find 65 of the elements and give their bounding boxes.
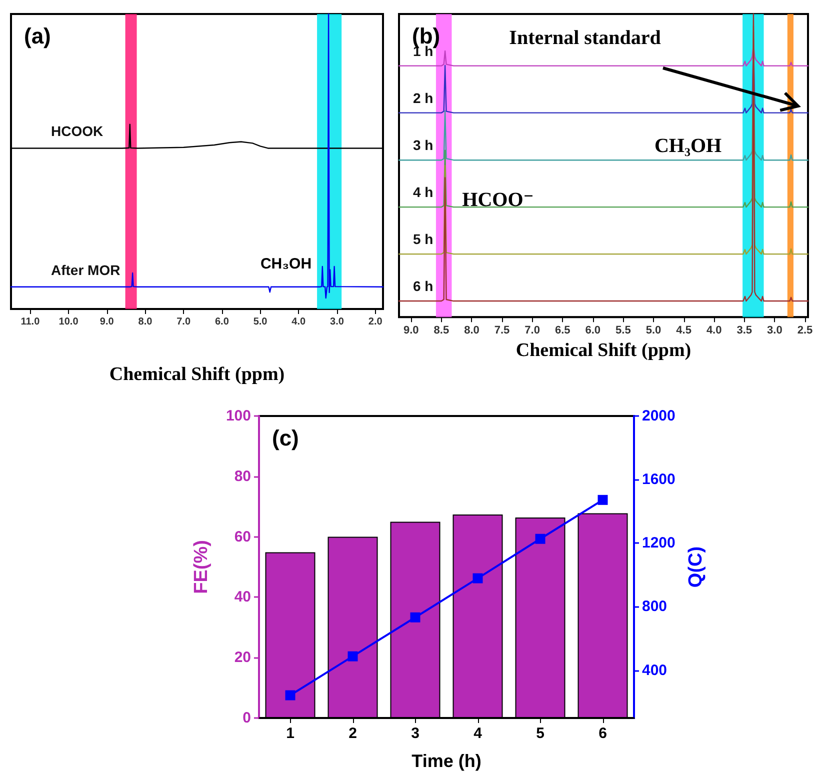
x-tick-label: 3.5 [736, 324, 752, 337]
x-tick-label: 8.5 [434, 324, 450, 337]
x-tick-label: 6.5 [554, 324, 570, 337]
point [348, 651, 358, 662]
series-label: 5 h [413, 231, 434, 248]
x-tick-label: 5 [536, 725, 544, 742]
annotation: CH₃OH [260, 256, 312, 272]
x-tick-label: 3.0 [330, 316, 344, 328]
x-tick-label: 6.0 [214, 316, 230, 328]
annotation: CH₃OH [654, 135, 722, 157]
point [472, 573, 483, 584]
chart-title: (c) [272, 426, 299, 450]
y-tick-label: 40 [234, 588, 251, 606]
x-tick-label: 8.0 [138, 316, 153, 328]
x-axis-title: Chemical Shift (ppm) [109, 364, 285, 385]
x-tick-label: 4 [474, 725, 483, 742]
x-tick-label: 5.5 [616, 324, 631, 337]
annotation: Internal standard [509, 27, 661, 49]
y-tick-label: 0 [242, 710, 251, 726]
y-axis-title: FE(%) [191, 540, 212, 594]
x-tick-label: 9.0 [403, 324, 419, 337]
x-tick-label: 5.0 [646, 324, 662, 337]
x-tick-label: 7.0 [524, 324, 540, 337]
y2-tick-label: 2000 [642, 408, 676, 424]
series-label: 6 h [413, 278, 434, 294]
y2-tick-label: 400 [642, 662, 668, 679]
y-tick-label: 20 [234, 649, 251, 666]
point [285, 690, 296, 700]
x-tick-label: 9.0 [100, 316, 114, 328]
series-label: After MOR [51, 262, 120, 278]
x-tick-label: 4.0 [706, 324, 722, 337]
y-tick-label: 100 [226, 408, 251, 424]
x-tick-label: 8.0 [464, 324, 480, 337]
series-label: 2 h [413, 90, 434, 106]
x-tick-label: 6 [598, 725, 607, 742]
y-tick-label: 60 [234, 528, 251, 546]
series-label: 3 h [413, 137, 434, 154]
x-tick-label: 2.0 [368, 316, 383, 328]
x-tick-label: 7.5 [494, 324, 510, 337]
x-tick-label: 10.0 [58, 316, 79, 328]
x-tick-label: 5.0 [253, 316, 268, 328]
y2-axis-title: Q(C) [685, 546, 706, 588]
x-tick-label: 4.0 [292, 316, 306, 328]
annotation: HCOO⁻ [462, 189, 534, 211]
y2-tick-label: 800 [642, 598, 668, 616]
x-tick-label: 6.0 [585, 324, 601, 337]
point [410, 612, 420, 622]
x-axis-title: Chemical Shift (ppm) [516, 340, 692, 361]
y-tick-label: 80 [234, 468, 251, 485]
x-tick-label: 1 [286, 725, 294, 742]
x-tick-label: 3 [411, 725, 420, 742]
x-tick-label: 7.0 [176, 316, 191, 328]
x-tick-label: 4.5 [676, 324, 692, 337]
series-label: 4 h [413, 184, 434, 200]
x-axis-title: Time (h) [412, 751, 482, 771]
x-tick-label: 11.0 [20, 316, 40, 328]
x-tick-label: 2.5 [797, 324, 813, 337]
x-tick-label: 2 [348, 725, 357, 742]
series-label: HCOOK [51, 123, 104, 140]
point [535, 534, 546, 544]
x-tick-label: 3.0 [767, 324, 782, 337]
chart-title: (a) [24, 24, 51, 48]
y2-tick-label: 1600 [642, 471, 676, 488]
y2-tick-label: 1200 [642, 534, 676, 552]
point [598, 494, 608, 505]
